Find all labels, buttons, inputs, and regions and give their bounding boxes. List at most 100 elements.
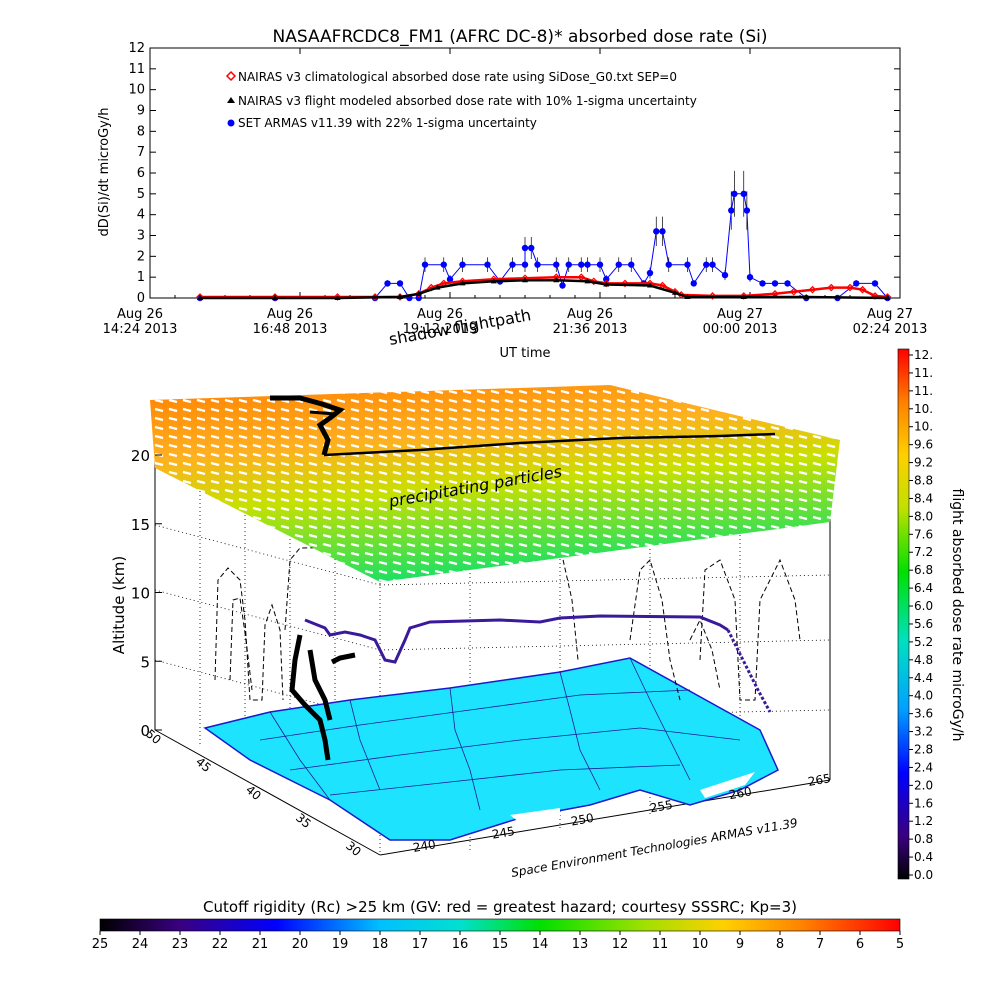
data-point	[397, 293, 403, 299]
flight-path-altitude	[304, 614, 772, 713]
colorbar-tick-label: 20	[292, 937, 309, 952]
data-point	[646, 269, 654, 277]
longitude-tick-group: 240 245 250 255 260 265	[412, 771, 832, 855]
colorbar-tick-label: 0.0	[914, 868, 933, 882]
colorbar-tick-label: 5.2	[914, 635, 933, 649]
data-point	[584, 278, 591, 284]
colorbar-tick-label: 14	[532, 937, 549, 952]
longitude-tick-label: 255	[649, 798, 674, 816]
data-point	[272, 295, 278, 300]
legend-circle-marker	[227, 119, 235, 127]
x-tick-label-date: Aug 26	[117, 307, 163, 322]
colorbar-tick-label: 4.0	[914, 689, 933, 703]
data-point	[522, 277, 528, 283]
x-tick-label-time: 14:24 2013	[103, 322, 178, 337]
data-point	[509, 261, 516, 268]
x-tick-label-time: 00:00 2013	[703, 322, 778, 337]
colorbar-tick-label: 10.	[914, 420, 933, 434]
y-tick-label: 6	[137, 166, 145, 181]
longitude-tick-label: 265	[807, 771, 832, 789]
colorbar-tick-label: 6.8	[914, 563, 933, 577]
data-point	[521, 244, 529, 252]
data-point	[578, 261, 585, 268]
longitude-tick-label: 260	[728, 784, 753, 802]
data-point	[709, 261, 716, 268]
latitude-tick-label: 30	[343, 839, 364, 860]
data-point	[621, 279, 629, 288]
data-point	[708, 292, 717, 300]
colorbar-tick-label: 5	[896, 937, 904, 952]
x-tick-label-date: Aug 26	[417, 307, 463, 322]
colorbar-gradient	[99, 918, 901, 932]
data-point	[490, 278, 497, 284]
dose-rate-time-series: NASAAFRCDC8_FM1 (AFRC DC-8)* absorbed do…	[97, 27, 927, 361]
y-tick-label: 5	[137, 187, 145, 202]
z-tick-label: 20	[131, 447, 150, 465]
colorbar-tick-label: 18	[372, 937, 389, 952]
legend-label: NAIRAS v3 flight modeled absorbed dose r…	[238, 94, 697, 108]
legend-entry-nairas-climatological: NAIRAS v3 climatological absorbed dose r…	[225, 70, 677, 84]
data-point	[553, 261, 560, 268]
x-tick-label-date: Aug 27	[717, 307, 763, 322]
data-point	[615, 261, 622, 268]
data-point	[690, 280, 697, 287]
colorbar-tick-label: 7	[816, 937, 824, 952]
longitude-tick-label: 245	[491, 824, 516, 842]
colorbar-tick-label: 8.8	[914, 474, 933, 488]
data-point	[746, 273, 754, 281]
x-tick-label-time: 19:12 2013	[403, 322, 478, 337]
map-water	[700, 772, 755, 798]
data-point	[684, 293, 691, 299]
legend-label: NAIRAS v3 climatological absorbed dose r…	[238, 70, 677, 84]
data-point	[603, 276, 610, 283]
colorbar-tick-label: 11	[652, 937, 669, 952]
data-point	[784, 280, 791, 287]
x-tick-label-date: Aug 26	[567, 307, 613, 322]
data-point	[446, 276, 454, 283]
data-point	[434, 284, 441, 290]
colorbar-tick-label: 21	[252, 937, 269, 952]
data-point	[728, 207, 735, 214]
us-map-surface	[203, 657, 779, 841]
legend: NAIRAS v3 climatological absorbed dose r…	[225, 70, 697, 130]
data-point	[665, 261, 672, 268]
colorbar-ticks: 25 24 23 22 21 20 19 18 17 16 15 14 13 12 11 10 9 8 7 6 5	[92, 931, 904, 952]
data-point	[553, 277, 560, 283]
y-tick-label: 12	[128, 41, 145, 56]
data-point	[858, 285, 867, 294]
data-point	[672, 289, 678, 295]
legend-diamond-marker	[225, 70, 237, 82]
data-point	[759, 280, 766, 287]
colorbar-tick-label: 2.0	[914, 778, 933, 792]
data-point	[559, 282, 566, 289]
colorbar-tick-label: 16	[452, 937, 469, 952]
data-point	[459, 261, 466, 268]
colorbar-tick-label: 6	[856, 937, 864, 952]
flight-path-upper	[270, 395, 776, 457]
data-point	[628, 261, 635, 268]
data-point	[803, 293, 810, 299]
x-tick-label-time: 02:24 2013	[853, 322, 928, 337]
colorbar-title: Cutoff rigidity (Rc) >25 km (GV: red = g…	[203, 898, 797, 916]
colorbar-tick-label: 23	[172, 937, 189, 952]
colorbar-tick-label: 8.0	[914, 509, 933, 523]
data-point	[771, 280, 779, 287]
data-point	[647, 282, 653, 288]
y-tick-label: 2	[137, 249, 145, 264]
data-point	[846, 283, 854, 292]
colorbar-tick-label: 2.8	[914, 742, 933, 756]
colorbar-tick-label: 8.4	[914, 491, 933, 505]
y-tick-label: 10	[128, 83, 145, 98]
colorbar-tick-label: 5.6	[914, 617, 933, 631]
colorbar-tick-label: 1.6	[914, 796, 933, 810]
state-borders	[259, 657, 741, 811]
colorbar-tick-label: 4.8	[914, 653, 933, 667]
dose-rate-colorbar: 12. 11. 11. 10. 10. 9.6 9.2 8.8 8.4 8.0 7.6 7.2 6.8 6…	[897, 348, 965, 882]
colorbar-tick-label: 12.	[914, 348, 933, 362]
y-tick-label: 9	[137, 104, 145, 119]
